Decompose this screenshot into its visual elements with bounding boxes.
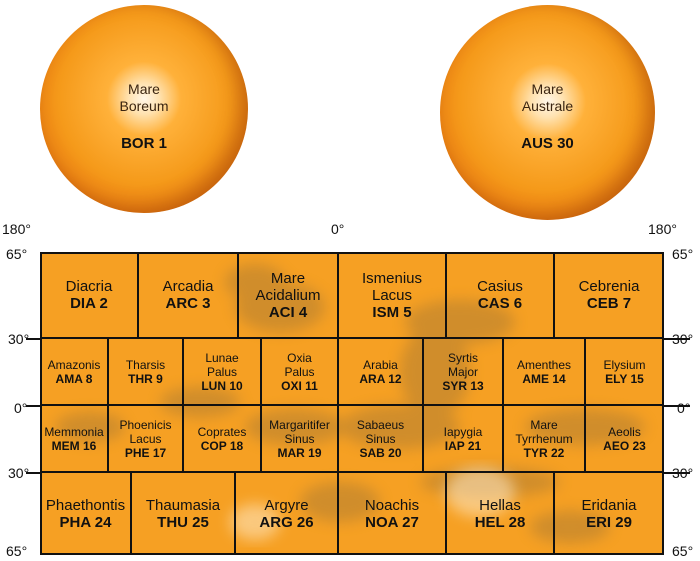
region-iapygia: Iapygia IAP 21 xyxy=(443,425,483,453)
lat-30s-line-left xyxy=(26,472,42,474)
latitude-label-left-30s: 30° xyxy=(8,465,30,481)
south-polar-globe: Mare Australe AUS 30 xyxy=(440,5,655,220)
latitude-label-left-65n: 65° xyxy=(6,246,28,262)
region-margaritifer-sinus: Margaritifer Sinus MAR 19 xyxy=(269,418,330,460)
region-amazonis: Amazonis AMA 8 xyxy=(47,358,101,386)
region-mare-tyrrhenum: Mare Tyrrhenum TYR 22 xyxy=(515,418,573,460)
region-mare-acidalium: Mare Acidalium ACI 4 xyxy=(255,270,321,321)
latitude-label-right-65n: 65° xyxy=(672,246,694,262)
region-amenthes: Amenthes AME 14 xyxy=(516,358,572,386)
lat-30n-line-left xyxy=(26,338,42,340)
region-argyre: Argyre ARG 26 xyxy=(259,497,314,531)
longitude-label-right: 180° xyxy=(648,221,677,237)
region-phoenicis-lacus: Phoenicis Lacus PHE 17 xyxy=(119,418,172,460)
region-noachis: Noachis NOA 27 xyxy=(364,497,420,531)
region-sabaeus-sinus: Sabaeus Sinus SAB 20 xyxy=(356,418,405,460)
latitude-label-left-0: 0° xyxy=(14,400,28,416)
lat-30s-line-right xyxy=(662,472,690,474)
region-syrtis-major: Syrtis Major SYR 13 xyxy=(442,351,484,393)
globe-name: Mare Boreum xyxy=(119,81,169,114)
region-coprates: Coprates COP 18 xyxy=(197,425,247,453)
region-ismenius-lacus: Ismenius Lacus ISM 5 xyxy=(361,270,423,321)
globe-name: Mare Australe xyxy=(521,81,574,114)
globe-code: AUS 30 xyxy=(521,135,574,152)
region-cebrenia: Cebrenia CEB 7 xyxy=(578,278,640,312)
region-memmonia: Memmonia MEM 16 xyxy=(44,425,104,453)
region-elysium: Elysium ELY 15 xyxy=(603,358,646,386)
region-aeolis: Aeolis AEO 23 xyxy=(603,425,646,453)
region-lunae-palus: Lunae Palus LUN 10 xyxy=(201,351,243,393)
region-hellas: Hellas HEL 28 xyxy=(474,497,526,531)
region-eridania: Eridania ERI 29 xyxy=(581,497,637,531)
region-tharsis: Tharsis THR 9 xyxy=(125,358,166,386)
region-phaethontis: Phaethontis PHA 24 xyxy=(45,497,126,531)
region-diacria: Diacria DIA 2 xyxy=(65,278,113,312)
region-casius: Casius CAS 6 xyxy=(477,278,523,312)
latitude-label-right-65s: 65° xyxy=(672,543,694,559)
longitude-label-left: 180° xyxy=(2,221,31,237)
region-thaumasia: Thaumasia THU 25 xyxy=(145,497,221,531)
region-arcadia: Arcadia ARC 3 xyxy=(162,278,214,312)
latitude-label-left-65s: 65° xyxy=(6,543,28,559)
latitude-label-right-0: 0° xyxy=(677,400,691,416)
mars-quadrangle-map: Diacria DIA 2 Arcadia ARC 3 Mare Acidalium A… xyxy=(40,252,664,555)
globe-code: BOR 1 xyxy=(121,135,167,152)
latitude-label-left-30n: 30° xyxy=(8,331,30,347)
longitude-label-center: 0° xyxy=(331,221,345,237)
lat-30n-line-right xyxy=(662,338,690,340)
region-oxia-palus: Oxia Palus OXI 11 xyxy=(281,351,318,393)
north-polar-globe: Mare Boreum BOR 1 xyxy=(40,5,248,213)
region-arabia: Arabia ARA 12 xyxy=(359,358,402,386)
